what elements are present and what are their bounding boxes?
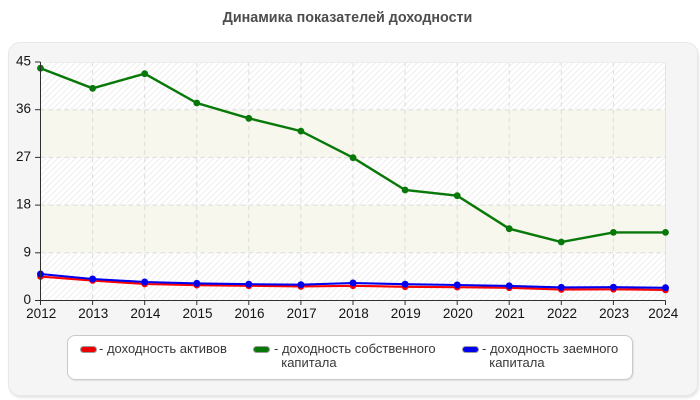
svg-text:36: 36 (16, 101, 31, 116)
svg-text:2017: 2017 (287, 306, 317, 321)
svg-text:2022: 2022 (547, 306, 577, 321)
svg-text:18: 18 (16, 197, 31, 212)
svg-text:2012: 2012 (26, 306, 56, 321)
svg-text:2023: 2023 (599, 306, 629, 321)
svg-text:2021: 2021 (495, 306, 525, 321)
svg-text:2019: 2019 (391, 306, 421, 321)
svg-text:2018: 2018 (339, 306, 369, 321)
svg-text:45: 45 (16, 53, 31, 68)
svg-text:0: 0 (23, 292, 31, 307)
svg-text:2015: 2015 (182, 306, 212, 321)
svg-text:2024: 2024 (648, 306, 679, 321)
svg-text:2016: 2016 (234, 306, 264, 321)
svg-text:2013: 2013 (78, 306, 108, 321)
svg-text:2014: 2014 (130, 306, 161, 321)
svg-text:9: 9 (23, 244, 31, 259)
svg-text:2020: 2020 (443, 306, 473, 321)
svg-text:27: 27 (16, 149, 31, 164)
